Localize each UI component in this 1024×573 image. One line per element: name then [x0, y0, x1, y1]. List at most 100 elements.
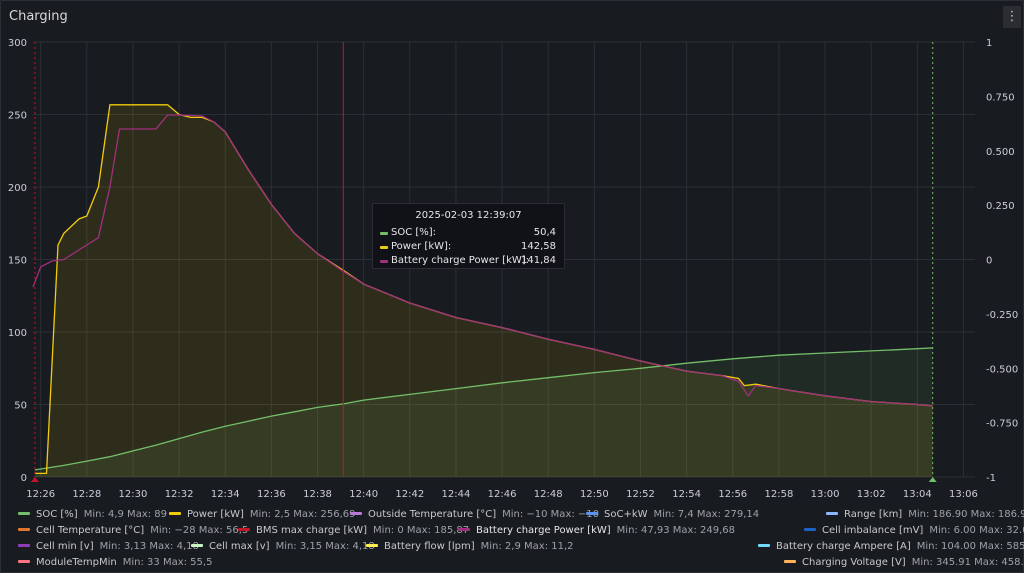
legend-name: SoC+kW — [604, 509, 648, 520]
kebab-menu-icon[interactable]: ⋮ — [1003, 6, 1021, 28]
legend-item-charging-voltage[interactable]: Charging Voltage [V] Min: 345.91 Max: 458… — [784, 557, 1024, 568]
legend-stats: Min: 4,9 Max: 89 — [83, 509, 168, 520]
y-tick-label-right: 0.500 — [986, 147, 1015, 158]
x-tick-label: 12:42 — [395, 489, 424, 500]
tooltip-label: Power [kW]: — [391, 241, 452, 252]
x-tick-label: 12:34 — [211, 489, 240, 500]
legend-item-soc-kw[interactable]: SoC+kW Min: 7,4 Max: 279,14 — [586, 509, 759, 520]
legend-item-soc[interactable]: SOC [%] Min: 4,9 Max: 89 — [18, 509, 167, 520]
legend-item-cell-temp[interactable]: Cell Temperature [°C] Min: −28 Max: 56,5 — [18, 525, 248, 536]
legend-swatch — [758, 543, 770, 547]
legend-item-range[interactable]: Range [km] Min: 186.90 Max: 186.90 — [826, 509, 1024, 520]
legend-name: Charging Voltage [V] — [802, 557, 906, 568]
legend-name: Cell Temperature [°C] — [36, 525, 145, 536]
legend-name: Cell max [v] — [209, 541, 270, 552]
legend-stats: Min: 47,93 Max: 249,68 — [616, 525, 735, 536]
x-tick-label: 12:54 — [672, 489, 701, 500]
charging-chart: 0 50 100 150 200 250 300 1 0.750 0.500 0.250 0 -0.25… — [8, 38, 1018, 500]
legend-swatch — [18, 511, 30, 515]
legend-item-outside-temp[interactable]: Outside Temperature [°C] Min: −10 Max: −1… — [350, 509, 599, 520]
x-tick-label: 13:00 — [811, 489, 840, 500]
y-tick-label-right: -0.500 — [986, 364, 1018, 375]
legend-stats: Min: 2,5 Max: 256,69 — [249, 509, 356, 520]
y-tick-label-left: 200 — [8, 183, 27, 194]
x-tick-label: 12:48 — [534, 489, 563, 500]
tooltip-value: 141,84 — [521, 255, 556, 266]
legend-swatch — [366, 543, 378, 547]
x-tick-label: 13:02 — [857, 489, 886, 500]
x-tick-label: 12:52 — [626, 489, 655, 500]
annotation-marker-icon — [928, 477, 937, 482]
x-tick-label: 12:50 — [580, 489, 609, 500]
y-tick-label-right: 1 — [986, 38, 992, 49]
legend-stats: Min: 7,4 Max: 279,14 — [653, 509, 760, 520]
legend-name: Outside Temperature [°C] — [368, 509, 497, 520]
legend-swatch — [586, 511, 598, 515]
x-tick-label: 12:44 — [442, 489, 471, 500]
legend-swatch — [826, 511, 838, 515]
tooltip-row-battery-charge-power: Battery charge Power [kW]: 141,84 — [380, 255, 556, 268]
legend-stats: Min: 3,15 Max: 4,18 — [275, 541, 375, 552]
legend-stats: Min: 345.91 Max: 458.83 — [911, 557, 1024, 568]
legend-name: Battery charge Ampere [A] — [776, 541, 911, 552]
legend-swatch — [350, 511, 362, 515]
legend-item-power[interactable]: Power [kW] Min: 2,5 Max: 256,69 — [169, 509, 356, 520]
legend-item-cell-max[interactable]: Cell max [v] Min: 3,15 Max: 4,18 — [191, 541, 375, 552]
x-tick-label: 12:56 — [718, 489, 747, 500]
y-tick-label-left: 150 — [8, 256, 27, 267]
y-tick-label-left: 50 — [14, 401, 27, 412]
x-tick-label: 12:38 — [303, 489, 332, 500]
x-tick-label: 12:30 — [119, 489, 148, 500]
legend-name: Battery charge Power [kW] — [476, 525, 611, 536]
legend-name: Battery flow [lpm] — [384, 541, 475, 552]
legend-stats: Min: −28 Max: 56,5 — [150, 525, 249, 536]
y-tick-label-right: 0.250 — [986, 201, 1015, 212]
legend-name: Cell imbalance [mV] — [822, 525, 924, 536]
x-tick-label: 12:40 — [349, 489, 378, 500]
legend-swatch — [238, 527, 250, 531]
chart-legend: SOC [%] Min: 4,9 Max: 89 Power [kW] Min: 2… — [0, 505, 1024, 571]
legend-stats: Min: 104.00 Max: 585.00 — [916, 541, 1024, 552]
legend-item-module-temp-min[interactable]: ModuleTempMin Min: 33 Max: 55,5 — [18, 557, 212, 568]
legend-swatch — [784, 559, 796, 563]
legend-name: ModuleTempMin — [36, 557, 117, 568]
x-tick-label: 13:06 — [949, 489, 978, 500]
tooltip-label: SOC [%]: — [391, 227, 437, 238]
legend-swatch — [458, 527, 470, 531]
tooltip-value: 50,4 — [533, 227, 556, 238]
y-tick-label-right: -0.750 — [986, 419, 1018, 430]
y-tick-label-left: 300 — [8, 38, 27, 49]
tooltip-time: 2025-02-03 12:39:07 — [415, 210, 522, 221]
legend-item-battery-charge-ampere[interactable]: Battery charge Ampere [A] Min: 104.00 Max… — [758, 541, 1024, 552]
legend-swatch — [18, 543, 30, 547]
x-tick-label: 12:46 — [488, 489, 517, 500]
tooltip-swatch-soc — [380, 232, 388, 235]
legend-name: BMS max charge [kW] — [256, 525, 368, 536]
legend-item-cell-min[interactable]: Cell min [v] Min: 3,13 Max: 4,18 — [18, 541, 199, 552]
legend-stats: Min: −10 Max: −10 — [502, 509, 600, 520]
legend-swatch — [18, 527, 30, 531]
legend-swatch — [169, 511, 181, 515]
legend-item-bms-max[interactable]: BMS max charge [kW] Min: 0 Max: 185,87 — [238, 525, 469, 536]
tooltip-swatch-battery-charge-power — [380, 260, 388, 263]
series-line-battery-charge-power — [32, 114, 933, 407]
tooltip-row-power: Power [kW]: 142,58 — [380, 241, 556, 254]
legend-stats: Min: 186.90 Max: 186.90 — [908, 509, 1024, 520]
legend-swatch — [804, 527, 816, 531]
legend-name: Power [kW] — [187, 509, 244, 520]
legend-stats: Min: 2,9 Max: 11,2 — [480, 541, 574, 552]
panel-title: Charging — [9, 9, 68, 24]
legend-swatch — [191, 543, 203, 547]
tooltip-swatch-power — [380, 246, 388, 249]
legend-stats: Min: 33 Max: 55,5 — [122, 557, 213, 568]
legend-swatch — [18, 559, 30, 563]
x-tick-label: 12:32 — [165, 489, 194, 500]
y-tick-label-left: 100 — [8, 328, 27, 339]
legend-item-battery-charge-power[interactable]: Battery charge Power [kW] Min: 47,93 Max:… — [458, 525, 735, 536]
x-tick-label: 13:04 — [903, 489, 932, 500]
legend-item-battery-flow[interactable]: Battery flow [lpm] Min: 2,9 Max: 11,2 — [366, 541, 574, 552]
legend-item-cell-imbalance[interactable]: Cell imbalance [mV] Min: 6.00 Max: 32.00 — [804, 525, 1024, 536]
y-tick-label-right: 0 — [986, 256, 992, 267]
legend-name: SOC [%] — [36, 509, 78, 520]
x-tick-label: 12:28 — [72, 489, 101, 500]
